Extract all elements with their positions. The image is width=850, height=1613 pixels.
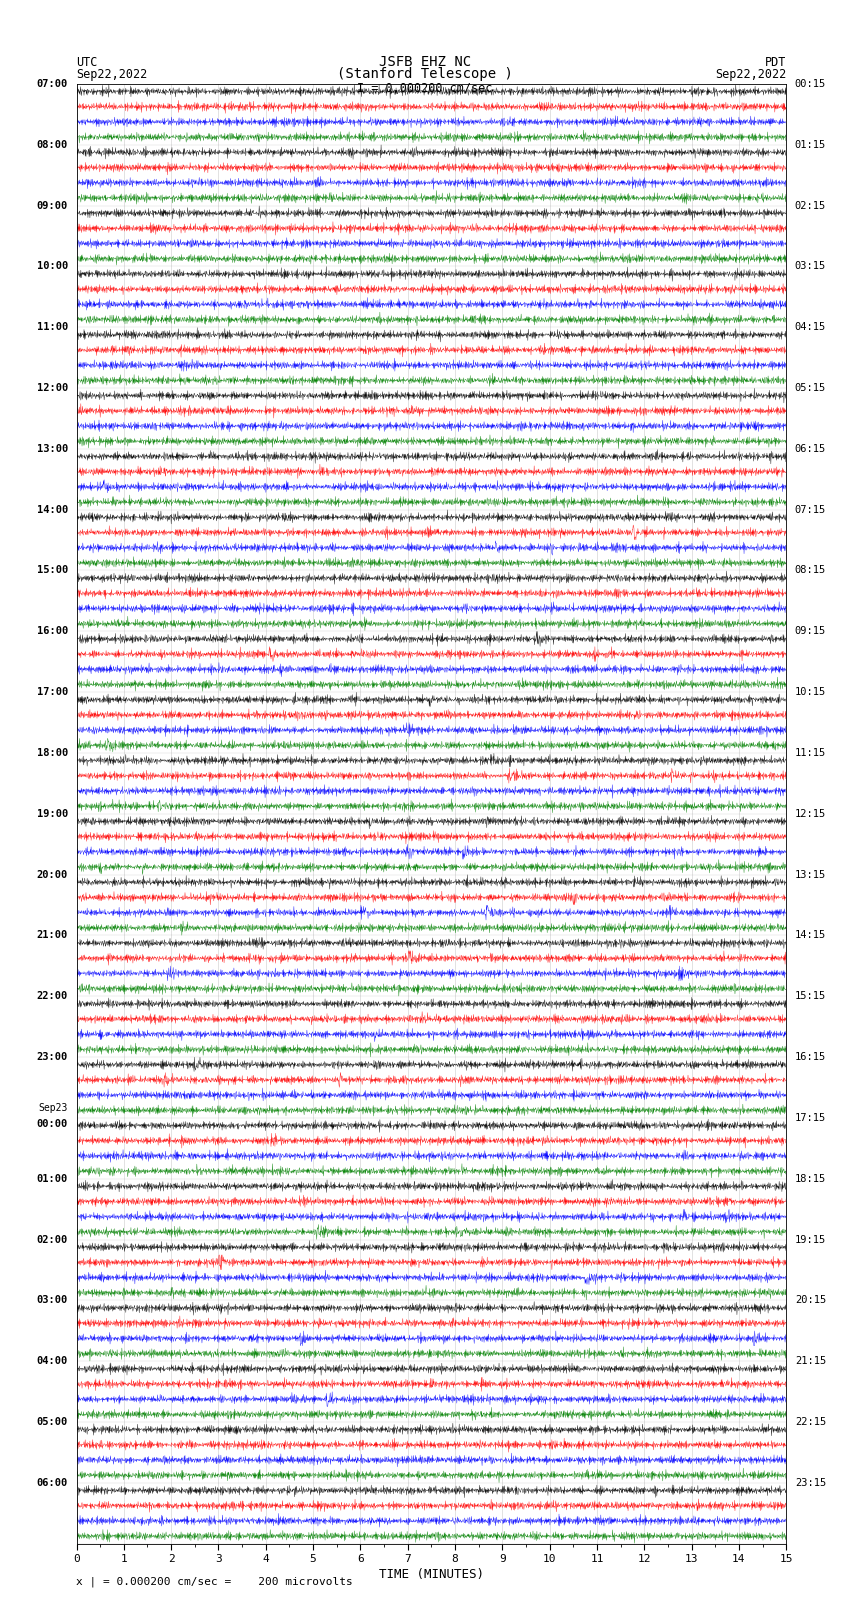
Text: 02:00: 02:00 (37, 1234, 68, 1245)
Text: 14:15: 14:15 (795, 931, 826, 940)
Text: 02:15: 02:15 (795, 200, 826, 211)
Text: 12:15: 12:15 (795, 808, 826, 819)
Text: 23:00: 23:00 (37, 1052, 68, 1061)
Text: 06:00: 06:00 (37, 1478, 68, 1487)
Text: 03:15: 03:15 (795, 261, 826, 271)
Text: 17:15: 17:15 (795, 1113, 826, 1123)
Text: 11:15: 11:15 (795, 748, 826, 758)
Text: Sep22,2022: Sep22,2022 (76, 68, 148, 82)
Text: 00:00: 00:00 (37, 1119, 68, 1129)
Text: JSFB EHZ NC: JSFB EHZ NC (379, 55, 471, 69)
Text: 18:00: 18:00 (37, 748, 68, 758)
Text: 03:00: 03:00 (37, 1295, 68, 1305)
Text: 09:15: 09:15 (795, 626, 826, 636)
Text: 13:15: 13:15 (795, 869, 826, 879)
Text: 05:00: 05:00 (37, 1416, 68, 1428)
Text: (Stanford Telescope ): (Stanford Telescope ) (337, 68, 513, 82)
Text: 04:00: 04:00 (37, 1357, 68, 1366)
Text: 12:00: 12:00 (37, 382, 68, 394)
Text: 06:15: 06:15 (795, 444, 826, 453)
Text: 16:15: 16:15 (795, 1052, 826, 1061)
Text: 00:15: 00:15 (795, 79, 826, 89)
Text: 22:15: 22:15 (795, 1416, 826, 1428)
Text: 04:15: 04:15 (795, 323, 826, 332)
Text: 01:00: 01:00 (37, 1174, 68, 1184)
Text: 10:00: 10:00 (37, 261, 68, 271)
Text: 08:15: 08:15 (795, 566, 826, 576)
Text: 09:00: 09:00 (37, 200, 68, 211)
Text: UTC: UTC (76, 55, 98, 69)
Text: 22:00: 22:00 (37, 992, 68, 1002)
Text: 11:00: 11:00 (37, 323, 68, 332)
Text: Sep23: Sep23 (38, 1103, 68, 1113)
Text: 07:00: 07:00 (37, 79, 68, 89)
Text: 21:00: 21:00 (37, 931, 68, 940)
Text: I = 0.000200 cm/sec: I = 0.000200 cm/sec (357, 81, 493, 94)
X-axis label: TIME (MINUTES): TIME (MINUTES) (379, 1568, 484, 1581)
Text: 05:15: 05:15 (795, 382, 826, 394)
Text: 19:00: 19:00 (37, 808, 68, 819)
Text: 07:15: 07:15 (795, 505, 826, 515)
Text: 20:15: 20:15 (795, 1295, 826, 1305)
Text: 15:15: 15:15 (795, 992, 826, 1002)
Text: 20:00: 20:00 (37, 869, 68, 879)
Text: 18:15: 18:15 (795, 1174, 826, 1184)
Text: 16:00: 16:00 (37, 626, 68, 636)
Text: 14:00: 14:00 (37, 505, 68, 515)
Text: Sep22,2022: Sep22,2022 (715, 68, 786, 82)
Text: 17:00: 17:00 (37, 687, 68, 697)
Text: 10:15: 10:15 (795, 687, 826, 697)
Text: 08:00: 08:00 (37, 140, 68, 150)
Text: 15:00: 15:00 (37, 566, 68, 576)
Text: 21:15: 21:15 (795, 1357, 826, 1366)
Text: 13:00: 13:00 (37, 444, 68, 453)
Text: 01:15: 01:15 (795, 140, 826, 150)
Text: 19:15: 19:15 (795, 1234, 826, 1245)
Text: x | = 0.000200 cm/sec =    200 microvolts: x | = 0.000200 cm/sec = 200 microvolts (76, 1576, 354, 1587)
Text: 23:15: 23:15 (795, 1478, 826, 1487)
Text: PDT: PDT (765, 55, 786, 69)
